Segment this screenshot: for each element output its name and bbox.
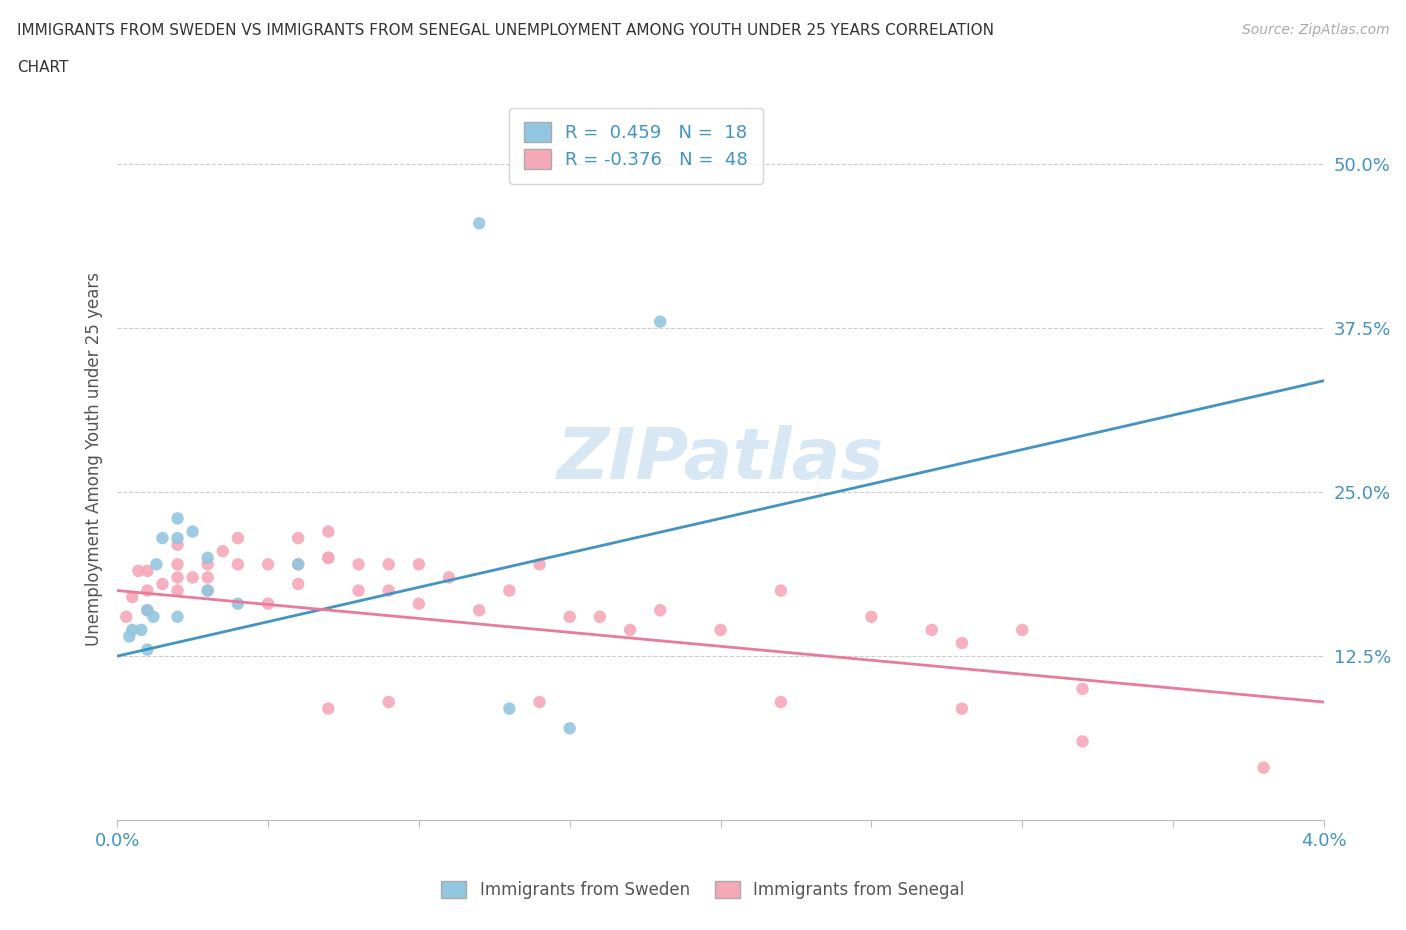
Point: [498, 583, 520, 598]
Point: [287, 557, 309, 572]
Point: [121, 590, 143, 604]
Point: [950, 701, 973, 716]
Point: [558, 721, 581, 736]
Point: [211, 544, 233, 559]
Point: [468, 603, 491, 618]
Point: [136, 583, 159, 598]
Point: [408, 557, 430, 572]
Point: [347, 557, 370, 572]
Point: [377, 557, 399, 572]
Text: IMMIGRANTS FROM SWEDEN VS IMMIGRANTS FROM SENEGAL UNEMPLOYMENT AMONG YOUTH UNDER: IMMIGRANTS FROM SWEDEN VS IMMIGRANTS FRO…: [17, 23, 994, 38]
Point: [377, 583, 399, 598]
Point: [166, 511, 188, 525]
Point: [950, 635, 973, 650]
Point: [197, 551, 219, 565]
Point: [347, 583, 370, 598]
Point: [131, 622, 153, 637]
Point: [181, 525, 204, 539]
Point: [408, 596, 430, 611]
Legend: R =  0.459   N =  18, R = -0.376   N =  48: R = 0.459 N = 18, R = -0.376 N = 48: [509, 108, 762, 183]
Point: [529, 695, 551, 710]
Point: [318, 551, 340, 565]
Point: [468, 216, 491, 231]
Y-axis label: Unemployment Among Youth under 25 years: Unemployment Among Youth under 25 years: [86, 272, 103, 646]
Point: [166, 570, 188, 585]
Point: [152, 531, 174, 546]
Point: [769, 695, 792, 710]
Point: [226, 596, 249, 611]
Point: [650, 603, 672, 618]
Point: [650, 314, 672, 329]
Point: [709, 622, 731, 637]
Text: Source: ZipAtlas.com: Source: ZipAtlas.com: [1241, 23, 1389, 37]
Point: [121, 622, 143, 637]
Point: [377, 695, 399, 710]
Point: [498, 701, 520, 716]
Point: [1071, 734, 1094, 749]
Text: ZIPatlas: ZIPatlas: [557, 425, 884, 494]
Point: [166, 538, 188, 552]
Point: [257, 557, 280, 572]
Point: [145, 557, 167, 572]
Point: [118, 629, 141, 644]
Point: [619, 622, 641, 637]
Point: [197, 583, 219, 598]
Point: [589, 609, 612, 624]
Point: [166, 557, 188, 572]
Point: [558, 609, 581, 624]
Point: [166, 531, 188, 546]
Point: [437, 570, 460, 585]
Point: [1253, 760, 1275, 775]
Point: [921, 622, 943, 637]
Point: [115, 609, 138, 624]
Point: [136, 642, 159, 657]
Point: [318, 525, 340, 539]
Point: [142, 609, 165, 624]
Point: [860, 609, 883, 624]
Point: [257, 596, 280, 611]
Text: CHART: CHART: [17, 60, 69, 75]
Point: [127, 564, 149, 578]
Point: [318, 701, 340, 716]
Point: [181, 570, 204, 585]
Point: [197, 557, 219, 572]
Point: [136, 603, 159, 618]
Point: [287, 557, 309, 572]
Point: [226, 531, 249, 546]
Point: [287, 531, 309, 546]
Point: [197, 583, 219, 598]
Point: [769, 583, 792, 598]
Legend: Immigrants from Sweden, Immigrants from Senegal: Immigrants from Sweden, Immigrants from …: [429, 868, 977, 912]
Point: [152, 577, 174, 591]
Point: [287, 577, 309, 591]
Point: [318, 551, 340, 565]
Point: [529, 557, 551, 572]
Point: [226, 557, 249, 572]
Point: [136, 564, 159, 578]
Point: [1011, 622, 1033, 637]
Point: [1071, 682, 1094, 697]
Point: [166, 583, 188, 598]
Point: [136, 603, 159, 618]
Point: [197, 570, 219, 585]
Point: [166, 609, 188, 624]
